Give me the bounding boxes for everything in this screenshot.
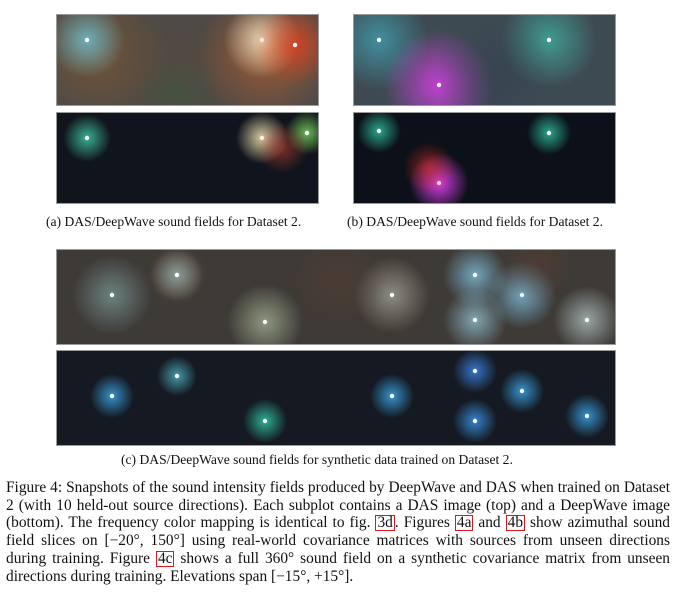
caption-text-1: Snapshots of the sound intensity fields … — [6, 479, 670, 532]
subfigure-c-das-image — [56, 249, 616, 345]
sound-source-dot — [546, 37, 552, 43]
ref-fig-4a-link[interactable]: 4a — [454, 514, 474, 532]
sound-source-dot — [584, 317, 590, 323]
sound-source-dot — [292, 42, 298, 48]
sound-source-dot — [262, 418, 268, 424]
ref-fig-4c-link[interactable]: 4c — [155, 549, 175, 567]
sound-source-dot — [472, 418, 478, 424]
sound-source-glow — [434, 15, 554, 105]
sound-source-dot — [472, 317, 478, 323]
sound-source-dot — [376, 128, 382, 134]
ref-fig-3d-link[interactable]: 3d — [375, 514, 395, 532]
sound-source-dot — [109, 292, 115, 298]
subfigure-b-das-image — [353, 14, 616, 106]
sound-source-glow — [443, 288, 507, 344]
subfigure-c-deepwave-image — [56, 350, 616, 446]
sound-source-glow — [137, 55, 217, 105]
sound-source-dot — [472, 368, 478, 374]
sound-source-dot — [84, 135, 90, 141]
sound-source-glow — [256, 122, 308, 174]
sound-source-dot — [472, 272, 478, 278]
subfigure-a-deepwave-image — [56, 112, 319, 204]
subfigure-a-caption: (a) DAS/DeepWave sound fields for Datase… — [46, 214, 302, 229]
sound-source-dot — [84, 37, 90, 43]
subfigure-c-caption: (c) DAS/DeepWave sound fields for synthe… — [121, 452, 513, 467]
sound-source-glow — [255, 15, 318, 85]
sound-source-dot — [109, 393, 115, 399]
ref-fig-4b-link[interactable]: 4b — [505, 514, 526, 532]
sound-source-glow — [553, 286, 615, 344]
sound-source-dot — [262, 319, 268, 325]
sound-source-dot — [519, 388, 525, 394]
caption-text-4: shows a full 360° sound field on a synth… — [6, 549, 670, 585]
caption-text-2: . Figures — [394, 514, 450, 532]
sound-source-glow — [57, 15, 125, 78]
figure-label: Figure 4: — [6, 479, 63, 496]
sound-source-dot — [584, 413, 590, 419]
sound-source-glow — [403, 142, 455, 194]
subfigure-b-caption: (b) DAS/DeepWave sound fields for Datase… — [347, 214, 603, 229]
sound-source-dot — [174, 272, 180, 278]
sound-source-dot — [376, 37, 382, 43]
subfigure-a-das-image — [56, 14, 319, 106]
figure-caption: Figure 4: Snapshots of the sound intensi… — [6, 479, 670, 585]
sound-source-dot — [389, 292, 395, 298]
sound-source-dot — [304, 130, 310, 136]
sound-source-glow — [497, 250, 577, 305]
sound-source-dot — [389, 393, 395, 399]
subfigure-b-deepwave-image — [353, 112, 616, 204]
sound-source-dot — [546, 130, 552, 136]
caption-text-3: show azimuthal sound field slices on [−2… — [6, 514, 670, 567]
caption-text-and: and — [478, 514, 501, 532]
sound-source-dot — [174, 373, 180, 379]
sound-source-glow — [227, 284, 303, 344]
sound-source-glow — [287, 250, 387, 330]
